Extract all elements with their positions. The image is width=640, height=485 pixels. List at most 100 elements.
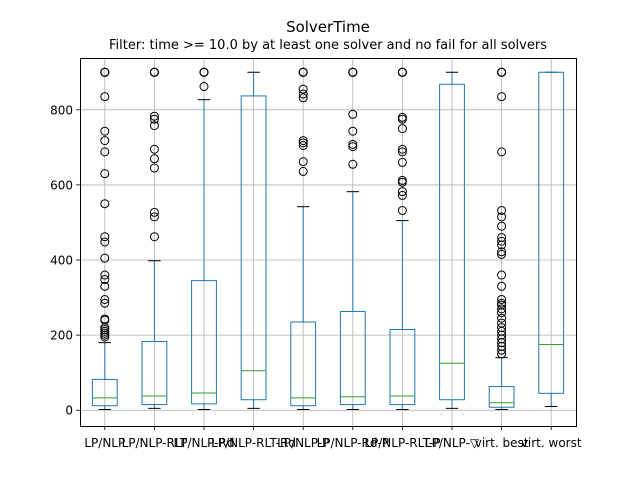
x-tick-label: LP/NLP-RLT (122, 436, 188, 450)
y-tick-label: 600 (50, 178, 73, 192)
outlier-point (397, 124, 407, 134)
box-iqr (290, 321, 317, 407)
box-group (290, 206, 317, 410)
outlier-point (397, 114, 407, 124)
outlier-point (149, 163, 159, 173)
outlier-point (298, 89, 308, 99)
outlier-point (497, 304, 507, 314)
outlier-point (100, 147, 110, 157)
outlier-point (100, 92, 110, 102)
outlier-point (100, 67, 110, 77)
outlier-point (497, 349, 507, 359)
outlier-point (149, 207, 159, 217)
outlier-point (497, 221, 507, 231)
outlier-point (348, 159, 358, 169)
outlier-point (497, 308, 507, 318)
outlier-point (199, 82, 209, 92)
box-iqr (488, 386, 515, 408)
y-axis-ticks: 0 200 400 600 800 (50, 103, 80, 418)
box-iqr (339, 310, 366, 406)
box-group (240, 71, 267, 409)
outlier-point (397, 147, 407, 157)
outlier-point (397, 67, 407, 77)
outlier-point (497, 281, 507, 291)
outlier-point (298, 140, 308, 150)
outlier-point (397, 144, 407, 154)
outlier-point (397, 205, 407, 215)
outlier-point (497, 205, 507, 215)
outlier-point (298, 166, 308, 176)
outlier-point (149, 232, 159, 242)
outlier-point (497, 92, 507, 102)
outlier-point (100, 136, 110, 146)
outlier-point (100, 237, 110, 247)
outlier-point (497, 345, 507, 355)
box-iqr (538, 71, 565, 394)
outlier-point (348, 126, 358, 136)
outlier-point (497, 212, 507, 222)
outlier-point (100, 294, 110, 304)
y-tick-label: 400 (50, 254, 73, 268)
outlier-point (298, 84, 308, 94)
box-group (439, 71, 465, 409)
y-tick-label: 800 (50, 103, 73, 117)
outlier-point (100, 281, 110, 291)
x-axis-ticks: LP/NLPLP/NLP-RLTLP/NLP-RdLP/NLP-RLT-RdLP… (84, 426, 582, 450)
outlier-point (397, 187, 407, 197)
outlier-point (497, 67, 507, 77)
x-tick-label: LP/NLP (84, 436, 125, 450)
boxes (91, 71, 565, 410)
outlier-point (100, 253, 110, 263)
outlier-point (100, 332, 110, 342)
outlier-point (497, 147, 507, 157)
outlier-point (397, 157, 407, 167)
box-iqr (191, 280, 217, 405)
outlier-point (348, 67, 358, 77)
outlier-point (100, 169, 110, 179)
outlier-point (149, 114, 159, 124)
x-tick-label: virt. best (475, 436, 529, 450)
box-group (339, 191, 366, 410)
x-tick-label: LP/NLP-Rd (174, 436, 235, 450)
outlier-point (298, 157, 308, 167)
outlier-point (149, 154, 159, 164)
box-group (538, 71, 565, 407)
outlier-point (497, 294, 507, 304)
outlier-point (149, 111, 159, 121)
x-tick-label: LP/NLP-P (277, 436, 329, 450)
x-tick-label: virt. worst (521, 436, 582, 450)
outlier-point (100, 298, 110, 308)
x-tick-label: LP/NLP-RLT-P (364, 436, 440, 450)
outlier-point (100, 275, 110, 285)
outlier-point (100, 270, 110, 280)
outlier-point (149, 212, 159, 222)
box-iqr (91, 378, 118, 407)
outlier-point (497, 240, 507, 250)
box-group (389, 220, 416, 410)
y-tick-label: 0 (65, 404, 73, 418)
box-iqr (439, 83, 465, 401)
outlier-point (298, 67, 308, 77)
outlier-points (100, 67, 507, 359)
outlier-point (149, 121, 159, 131)
outlier-point (497, 270, 507, 280)
chart-subtitle: Filter: time >= 10.0 by at least one sol… (109, 38, 547, 53)
outlier-point (100, 199, 110, 209)
outlier-point (298, 138, 308, 148)
outlier-point (100, 126, 110, 136)
outlier-point (397, 190, 407, 200)
outlier-point (199, 67, 209, 77)
chart-title: SolverTime (286, 18, 370, 36)
y-tick-label: 200 (50, 329, 73, 343)
outlier-point (348, 139, 358, 149)
outlier-point (497, 247, 507, 257)
outlier-point (348, 142, 358, 152)
box-group (91, 342, 118, 410)
outlier-point (497, 249, 507, 259)
box-iqr (141, 341, 168, 406)
outlier-point (348, 109, 358, 119)
outlier-point (298, 93, 308, 103)
x-tick-label: LP/NLP-▽ (425, 436, 480, 450)
